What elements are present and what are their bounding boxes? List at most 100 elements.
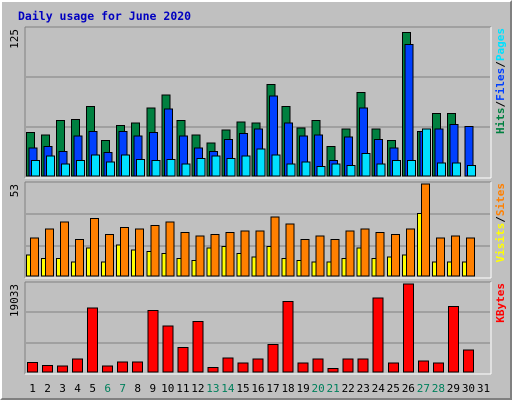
pages-bar: [106, 161, 116, 177]
kbytes-bar: [42, 365, 54, 373]
pages-bar: [346, 164, 356, 177]
right-label-part: Hits: [494, 108, 507, 135]
right-label-part: Pages: [494, 28, 507, 61]
right-label-part: Visits: [494, 223, 507, 263]
pages-bar: [421, 128, 431, 177]
kbytes-bar: [207, 366, 219, 373]
x-tick-label: 21: [327, 382, 340, 395]
kbytes-bar: [342, 358, 354, 373]
sites-bar: [225, 232, 235, 277]
kbytes-bar: [192, 321, 204, 373]
x-tick-label: 1: [29, 382, 36, 395]
sites-bar: [420, 183, 430, 277]
sites-bar: [255, 230, 265, 277]
sites-bar: [150, 225, 160, 277]
kbytes-bar: [132, 361, 144, 373]
sites-bar: [330, 239, 340, 277]
chart-title: Daily usage for June 2020: [18, 9, 191, 23]
sites-bar: [405, 228, 415, 277]
x-tick-label: 15: [236, 382, 249, 395]
kbytes-bar: [267, 343, 279, 373]
x-tick-label: 17: [266, 382, 279, 395]
right-label-part: /: [494, 216, 507, 223]
sites-bar: [165, 221, 175, 277]
pages-bar: [76, 160, 86, 177]
kbytes-bar: [162, 325, 174, 373]
pages-bar: [61, 163, 71, 177]
pages-bar: [331, 163, 341, 177]
x-tick-label: 16: [251, 382, 264, 395]
pages-bar: [241, 155, 251, 177]
x-tick-label: 25: [387, 382, 400, 395]
pages-bar: [466, 164, 476, 177]
x-tick-label: 4: [74, 382, 81, 395]
sites-bar: [375, 232, 385, 277]
pages-bar: [301, 161, 311, 177]
pages-bar: [316, 166, 326, 177]
pages-bar: [136, 159, 146, 177]
sites-bar: [390, 233, 400, 277]
x-tick-label: 19: [296, 382, 309, 395]
pages-bar: [256, 148, 266, 177]
panel-1-ymax-label: 53: [8, 184, 21, 197]
sites-bar: [450, 235, 460, 277]
pages-bar: [121, 154, 131, 177]
pages-bar: [46, 155, 56, 177]
sites-bar: [300, 239, 310, 277]
kbytes-bar: [417, 360, 429, 373]
sites-bar: [270, 216, 280, 277]
x-tick-label: 11: [176, 382, 189, 395]
kbytes-bar: [147, 310, 159, 373]
kbytes-bar: [87, 307, 99, 373]
pages-bar: [31, 160, 40, 177]
kbytes-bar: [357, 358, 369, 373]
sites-bar: [60, 221, 70, 277]
x-tick-label: 28: [432, 382, 445, 395]
kbytes-bar: [432, 362, 444, 373]
panel-2-ymax-label: 19033: [8, 284, 21, 317]
kbytes-bar: [372, 297, 384, 373]
sites-bar: [45, 228, 55, 277]
kbytes-bar: [297, 362, 309, 373]
pages-bar: [166, 159, 176, 177]
pages-bar: [211, 155, 221, 177]
panel-visits-sites: 53 Visits/Sites: [8, 181, 507, 279]
sites-bar: [210, 233, 220, 277]
x-tick-label: 24: [372, 382, 386, 395]
panel-0-ymax-label: 125: [8, 29, 21, 49]
kbytes-bar: [387, 362, 399, 373]
kbytes-bar: [282, 301, 294, 373]
right-label-part: KBytes: [494, 283, 507, 323]
x-tick-label: 12: [191, 382, 204, 395]
x-tick-label: 10: [161, 382, 174, 395]
sites-bar: [120, 226, 130, 277]
x-tick-label: 23: [357, 382, 370, 395]
sites-bar: [285, 223, 295, 277]
sites-bar: [435, 237, 445, 277]
kbytes-bar: [312, 358, 324, 373]
x-tick-label: 6: [104, 382, 111, 395]
x-tick-label: 9: [149, 382, 156, 395]
right-label-part: Sites: [494, 183, 507, 216]
x-tick-label: 2: [44, 382, 51, 395]
kbytes-bar: [222, 357, 234, 373]
pages-bar: [436, 162, 446, 177]
pages-bar: [451, 162, 461, 177]
pages-bar: [406, 160, 416, 177]
x-tick-label: 18: [281, 382, 294, 395]
x-tick-label: 13: [206, 382, 219, 395]
x-tick-label: 27: [417, 382, 430, 395]
x-tick-label: 31: [477, 382, 490, 395]
pages-bar: [361, 153, 371, 177]
pages-bar: [286, 163, 296, 177]
x-tick-label: 14: [221, 382, 235, 395]
panel-2-right-label: KBytes: [494, 283, 507, 323]
sites-bar: [30, 237, 39, 277]
x-tick-label: 3: [59, 382, 66, 395]
right-label-part: /: [494, 101, 507, 108]
kbytes-bar: [237, 362, 249, 373]
x-tick-label: 5: [89, 382, 96, 395]
sites-bar: [360, 228, 370, 277]
kbytes-bar: [402, 283, 414, 373]
